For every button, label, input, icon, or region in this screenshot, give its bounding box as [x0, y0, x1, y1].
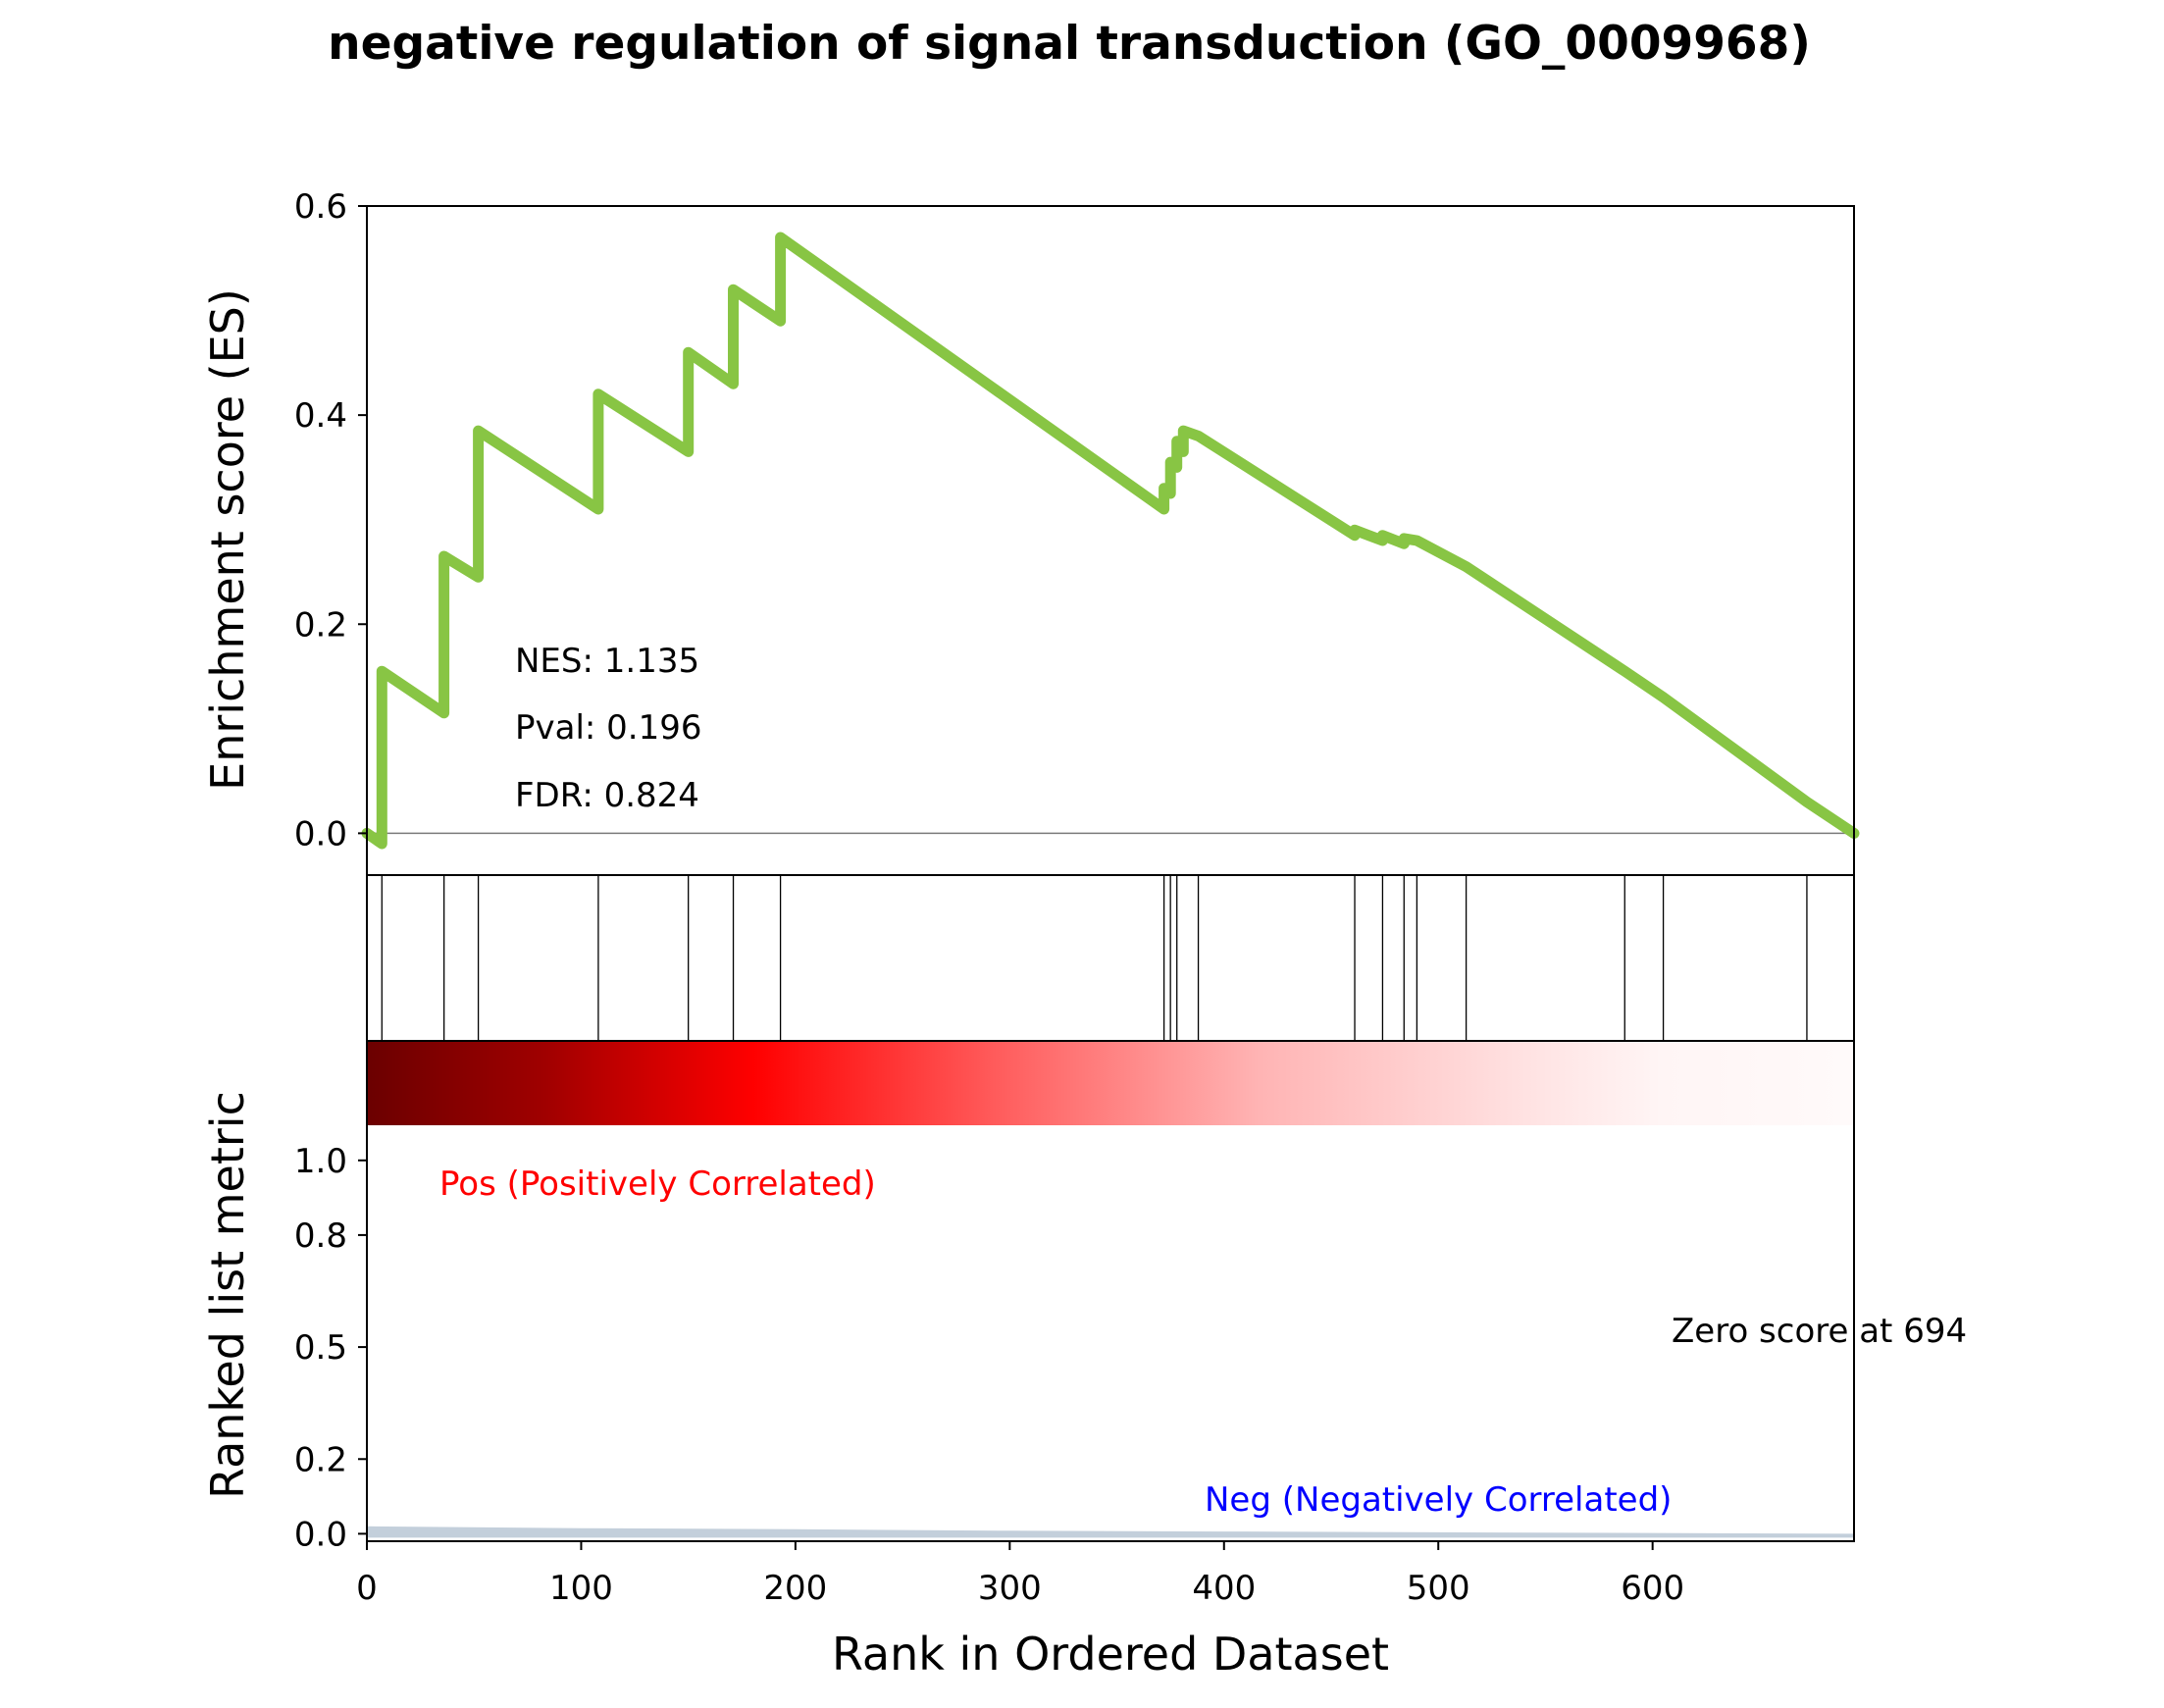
x-axis: 0 100 200 300 400 500 600	[356, 1541, 1684, 1608]
neg-correlated-label: Neg (Negatively Correlated)	[1205, 1480, 1672, 1520]
ranked-panel: 0.0 0.2 0.5 0.8 1.0 0 100 200 300 400 500 600 Pos …	[201, 1040, 1967, 1608]
ranked-y-tick-label: 0.0	[294, 1515, 347, 1554]
ranked-y-axis-label: Ranked list metric	[201, 1091, 254, 1499]
ranked-y-axis: 0.0 0.2 0.5 0.8 1.0	[294, 1142, 367, 1554]
es-y-tick-label: 0.2	[294, 605, 347, 645]
x-tick-label: 200	[763, 1569, 827, 1608]
nes-annotation: NES: 1.135	[515, 642, 699, 681]
hits-panel	[366, 874, 1855, 1042]
es-y-axis: 0.0 0.2 0.4 0.6	[294, 187, 367, 854]
x-tick-label: 300	[978, 1569, 1042, 1608]
rank-color-bar	[367, 1041, 1854, 1125]
x-tick-label: 400	[1192, 1569, 1256, 1608]
es-series-line	[361, 232, 1860, 850]
fdr-annotation: FDR: 0.824	[515, 776, 699, 815]
pos-correlated-label: Pos (Positively Correlated)	[439, 1165, 876, 1204]
ranked-y-tick-label: 0.8	[294, 1216, 347, 1256]
es-panel: 0.0 0.2 0.4 0.6 NES: 1.135 Pval: 0.196 FDR:…	[201, 187, 1860, 876]
ranked-metric-area	[367, 1526, 1854, 1538]
x-axis-label: Rank in Ordered Dataset	[832, 1628, 1389, 1681]
es-y-axis-label: Enrichment score (ES)	[201, 288, 254, 791]
figure-title: negative regulation of signal transducti…	[328, 17, 1811, 71]
ranked-panel-frame	[366, 1040, 1855, 1542]
x-tick-label: 0	[356, 1569, 378, 1608]
x-tick-label: 500	[1407, 1569, 1470, 1608]
pval-annotation: Pval: 0.196	[515, 708, 702, 748]
x-tick-label: 600	[1621, 1569, 1684, 1608]
ranked-y-tick-label: 1.0	[294, 1142, 347, 1181]
x-tick-label: 100	[549, 1569, 613, 1608]
zero-score-label: Zero score at 694	[1672, 1312, 1967, 1351]
ranked-y-tick-label: 0.5	[294, 1328, 347, 1368]
es-y-tick-label: 0.6	[294, 187, 347, 227]
es-panel-frame	[366, 205, 1855, 876]
gene-hit-marks	[381, 875, 1808, 1041]
es-y-tick-label: 0.0	[294, 814, 347, 854]
es-y-tick-label: 0.4	[294, 396, 347, 436]
ranked-y-tick-label: 0.2	[294, 1440, 347, 1479]
hits-panel-frame	[366, 874, 1855, 1042]
